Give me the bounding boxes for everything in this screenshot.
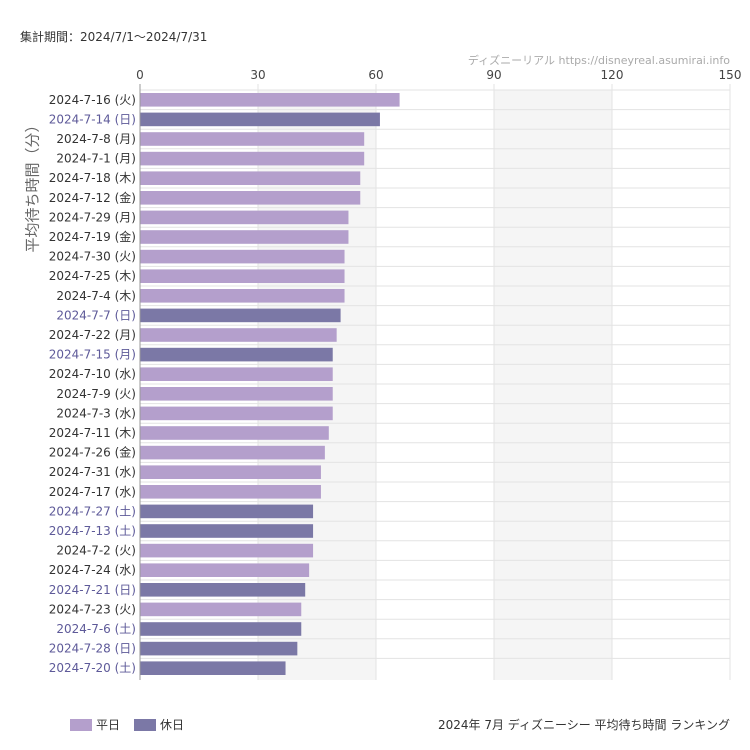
category-label: 2024-7-14 (日) <box>49 112 136 126</box>
x-tick-label: 0 <box>136 68 144 82</box>
bar <box>140 661 286 675</box>
category-label: 2024-7-15 (月) <box>49 348 136 362</box>
bar <box>140 465 321 479</box>
category-label: 2024-7-6 (土) <box>56 622 136 636</box>
category-label: 2024-7-7 (日) <box>56 308 136 322</box>
legend-item-holiday[interactable]: 休日 <box>134 716 184 733</box>
bar <box>140 622 302 636</box>
category-label: 2024-7-20 (土) <box>49 661 136 675</box>
bar <box>140 524 314 538</box>
bar <box>140 583 306 597</box>
bar <box>140 171 361 185</box>
legend-item-weekday[interactable]: 平日 <box>70 716 120 733</box>
x-tick-label: 90 <box>486 68 501 82</box>
legend-label-holiday: 休日 <box>160 718 185 732</box>
bar <box>140 93 400 107</box>
category-label: 2024-7-17 (水) <box>49 485 136 499</box>
bar <box>140 485 321 499</box>
category-label: 2024-7-4 (木) <box>56 289 136 303</box>
category-label: 2024-7-27 (土) <box>49 504 136 518</box>
legend-swatch-weekday <box>70 718 92 731</box>
legend-label-weekday: 平日 <box>96 718 121 732</box>
bar <box>140 289 345 303</box>
bar <box>140 210 349 225</box>
bar <box>140 602 302 617</box>
category-label: 2024-7-16 (火) <box>49 93 136 107</box>
bar <box>140 328 337 342</box>
site-credit: ディズニーリアル https://disneyreal.asumirai.inf… <box>467 54 730 67</box>
x-tick-label: 120 <box>601 68 624 82</box>
bar <box>140 543 314 558</box>
bar <box>140 230 349 244</box>
category-label: 2024-7-23 (火) <box>49 602 136 616</box>
category-label: 2024-7-29 (月) <box>49 210 136 224</box>
chart-caption: 2024年 7月 ディズニーシー 平均待ち時間 ランキング <box>438 718 730 732</box>
category-label: 2024-7-10 (水) <box>49 367 136 381</box>
chart-legend[interactable]: 平日 休日 <box>70 716 184 733</box>
category-label: 2024-7-12 (金) <box>49 190 136 205</box>
bar <box>140 347 333 362</box>
category-label: 2024-7-22 (月) <box>49 328 136 342</box>
bar <box>140 504 314 519</box>
x-tick-label: 30 <box>250 68 265 82</box>
category-label: 2024-7-19 (金) <box>49 229 136 244</box>
category-label: 2024-7-9 (火) <box>56 387 136 401</box>
category-label: 2024-7-11 (木) <box>49 426 136 440</box>
legend-swatch-holiday <box>134 718 157 731</box>
category-label: 2024-7-24 (水) <box>49 563 136 577</box>
bar <box>140 132 365 146</box>
bar <box>140 641 298 656</box>
bar <box>140 367 333 381</box>
category-label: 2024-7-13 (土) <box>49 524 136 538</box>
category-label: 2024-7-28 (日) <box>49 642 136 656</box>
category-label: 2024-7-18 (木) <box>49 171 136 185</box>
bar <box>140 406 333 421</box>
x-tick-label: 60 <box>368 68 383 82</box>
category-label: 2024-7-30 (火) <box>49 250 136 264</box>
bar <box>140 269 345 283</box>
bar <box>140 249 345 264</box>
category-label: 2024-7-26 (金) <box>49 445 136 460</box>
category-label: 2024-7-2 (火) <box>56 544 136 558</box>
category-label: 2024-7-21 (日) <box>49 583 136 597</box>
bar-chart: 0 30 60 90 120 150 2024-7-16 (火) 2024-7-14 (日) 2… <box>49 68 742 680</box>
x-tick-label: 150 <box>719 68 742 82</box>
bar <box>140 191 361 205</box>
bar <box>140 151 365 166</box>
period-label: 集計期間：2024/7/1〜2024/7/31 <box>20 30 208 44</box>
bar <box>140 112 380 127</box>
bar <box>140 445 325 460</box>
grid-band <box>494 90 612 680</box>
bar <box>140 308 341 323</box>
bar <box>140 426 329 440</box>
category-label: 2024-7-31 (水) <box>49 465 136 479</box>
category-label: 2024-7-1 (月) <box>56 152 136 166</box>
category-label: 2024-7-8 (月) <box>56 132 136 146</box>
category-label: 2024-7-3 (水) <box>56 406 136 420</box>
bar <box>140 563 310 577</box>
bar <box>140 387 333 401</box>
category-label: 2024-7-25 (木) <box>49 269 136 283</box>
